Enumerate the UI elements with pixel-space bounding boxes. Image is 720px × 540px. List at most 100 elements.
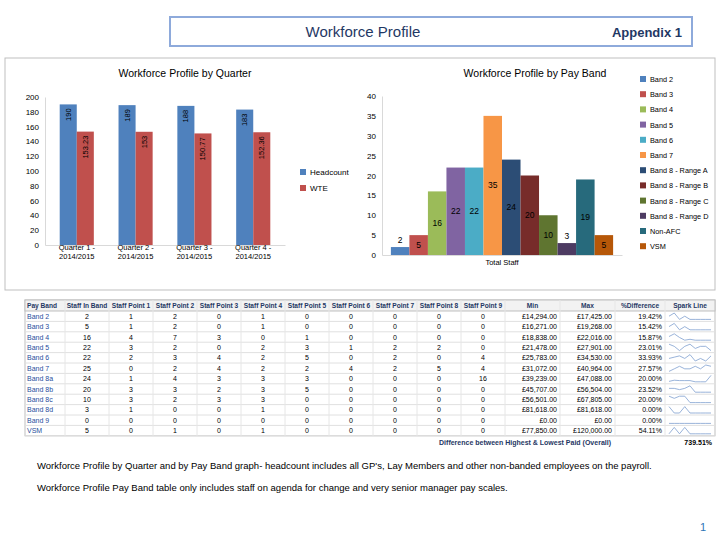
table-header: Staff Point 2 [156,302,195,309]
table-cell: 0 [437,313,441,320]
data-label: 188 [181,110,190,123]
table-cell: 2 [437,344,441,351]
legend-swatch [640,198,646,204]
table-cell: 7 [173,334,177,341]
bar [595,235,614,255]
table-row-line [25,373,715,374]
legend-label: Band 4 [650,105,673,114]
table-header: Min [527,302,538,309]
table-cell: 3 [85,406,89,413]
legend-swatch [300,169,306,175]
table-cell: 19.42% [638,313,662,320]
table-cell: 2 [173,344,177,351]
table-cell: 0 [85,417,89,424]
table-cell: 0 [481,323,485,330]
data-label: 16 [432,218,442,228]
data-label: 24 [507,202,517,212]
table-cell: £56,501.00 [522,396,557,403]
table-cell: 5 [305,386,309,393]
table-cell: 0 [305,323,309,330]
table-cell: 1 [261,313,265,320]
legend-swatch [640,182,646,188]
table-header: Staff Point 3 [200,302,239,309]
table-cell: £47,088.00 [577,375,612,382]
table-row-label: Band 5 [27,344,49,351]
bar [465,168,484,255]
bar [539,215,558,255]
data-label: 153.23 [81,136,90,159]
spark-line [669,396,711,402]
y-tick-label: 30 [367,132,376,141]
bar [391,247,410,255]
y-tick-label: 20 [30,226,39,235]
legend-swatch [640,76,646,82]
table-cell: 3 [173,386,177,393]
table-cell: 0 [217,406,221,413]
table-cell: 0 [437,323,441,330]
table-cell: 0 [173,406,177,413]
table-cell: 4 [217,365,221,372]
table-cell: 0 [393,375,397,382]
table-cell: 2 [173,323,177,330]
table-row-line [25,331,715,332]
table-cell: 3 [129,344,133,351]
table-cell: 0 [393,323,397,330]
data-label: 152.36 [257,136,266,159]
table-col-line [373,300,374,436]
table-cell: £45,707.00 [522,386,557,393]
table-cell: 0 [261,417,265,424]
table-cell: 4 [481,365,485,372]
table-cell: 0 [349,354,353,361]
spark-line [669,313,711,319]
y-tick: 140 [26,137,45,146]
table-cell: 0.00% [642,417,662,424]
table-cell: 0 [305,427,309,434]
table-cell: 1 [305,334,309,341]
table-cell: 0 [437,386,441,393]
table-header: Staff In Band [67,302,108,309]
chart-title: Workforce Profile by Pay Band [464,67,607,79]
table-cell: 0 [217,417,221,424]
legend-swatch [640,122,646,128]
table-cell: £17,425.00 [577,313,612,320]
y-tick-label: 0 [35,241,40,250]
table-cell: 0 [437,406,441,413]
table-cell: 3 [217,375,221,382]
table-cell: 0 [481,427,485,434]
table-cell: 3 [217,396,221,403]
data-label: 3 [564,231,569,241]
table-col-line [505,300,506,436]
spark-line [669,365,711,371]
table-cell: 0 [349,375,353,382]
table-row-line [25,394,715,395]
table-row-label: Band 3 [27,323,49,330]
table-cell: 27.57% [638,365,662,372]
table-cell: 16 [479,375,487,382]
y-tick-label: 5 [372,231,377,240]
table-cell: 0 [349,334,353,341]
legend-swatch [640,228,646,234]
table-cell: 4 [129,334,133,341]
table-col-line [461,300,462,436]
legend-label: WTE [310,184,328,193]
table-col-line [285,300,286,436]
y-tick: 5 [372,231,382,240]
table-row-line [25,321,715,322]
table-cell: 0 [481,386,485,393]
table-cell: 1 [129,323,133,330]
table-cell: £0.00 [539,417,557,424]
table-cell: 3 [217,334,221,341]
legend-label: Band 5 [650,121,673,130]
y-tick: 0 [372,251,382,260]
spark-line [669,407,711,413]
table-col-line [153,300,154,436]
y-tick: 120 [26,152,45,161]
legend-label: Non-AFC [650,227,680,236]
table-cell: £22,016.00 [577,334,612,341]
data-label: 22 [451,206,461,216]
table-cell: 20.00% [638,375,662,382]
y-tick-label: 80 [30,182,39,191]
pay-band-table: Pay BandStaff In BandStaff Point 1Staff … [25,300,715,447]
table-cell: £18,838.00 [522,334,557,341]
table-cell: 0 [481,396,485,403]
